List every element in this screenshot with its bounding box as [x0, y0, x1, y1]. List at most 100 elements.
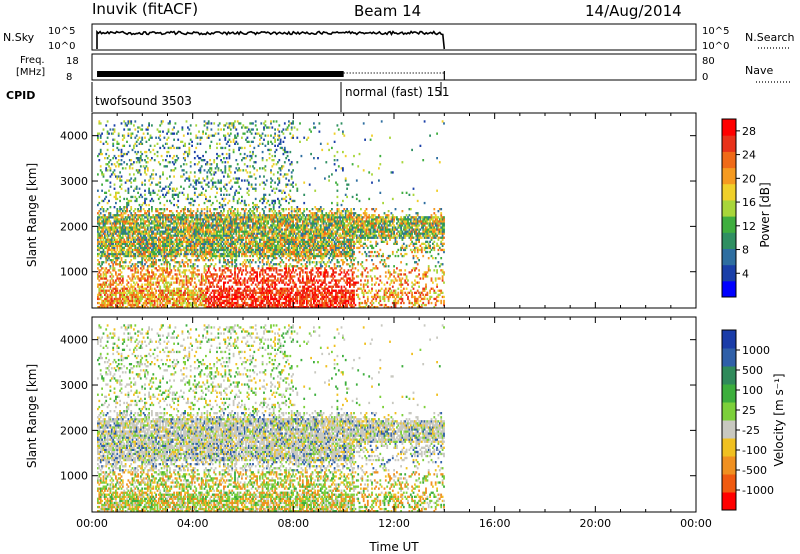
power-cell — [137, 236, 139, 239]
power-cell — [106, 259, 109, 262]
power-cell — [206, 277, 209, 280]
power-cell — [221, 273, 224, 276]
power-cell — [259, 167, 261, 170]
power-cell — [259, 175, 261, 178]
power-cell — [247, 193, 250, 196]
power-cell — [202, 277, 204, 280]
power-cell — [146, 285, 149, 288]
power-cell — [130, 242, 133, 245]
power-cell — [268, 157, 271, 160]
power-cell — [209, 301, 211, 305]
nsky-panel-frame — [91, 23, 697, 51]
power-cell — [141, 259, 144, 262]
power-cell — [252, 281, 254, 284]
power-cell — [131, 287, 134, 290]
power-cell — [142, 265, 145, 268]
power-cell — [206, 126, 209, 129]
power-cell — [205, 281, 207, 284]
power-cell — [137, 293, 139, 296]
power-cell — [127, 189, 130, 192]
power-cell — [189, 165, 192, 168]
power-cell — [121, 306, 124, 309]
power-cell — [146, 232, 149, 235]
power-cell — [249, 254, 252, 258]
power-cell — [134, 248, 137, 252]
power-cell — [232, 303, 235, 307]
power-cell — [97, 203, 99, 207]
power-cell — [253, 232, 256, 235]
power-cell — [159, 163, 162, 166]
power-cell — [264, 197, 267, 201]
power-cell — [214, 252, 217, 256]
power-cell — [162, 271, 164, 274]
power-cell — [153, 252, 156, 256]
power-cell — [104, 218, 106, 221]
power-cell — [137, 285, 139, 288]
power-cell — [243, 259, 246, 262]
power-cell — [159, 275, 162, 278]
power-cell — [225, 297, 228, 301]
power-cell — [130, 306, 133, 309]
power-cell — [116, 242, 119, 245]
power-cell — [239, 281, 242, 284]
power-cell — [184, 265, 186, 268]
power-cell — [159, 287, 162, 290]
power-cell — [180, 289, 182, 292]
power-cell — [142, 234, 145, 237]
power-cell — [252, 267, 254, 270]
power-cell — [163, 136, 166, 139]
power-cell — [115, 232, 117, 235]
power-cell — [145, 269, 148, 272]
power-cell — [263, 210, 265, 213]
power-cell — [259, 199, 261, 203]
power-cell — [120, 301, 123, 305]
power-cell — [247, 189, 250, 192]
power-cell — [268, 126, 271, 129]
power-cell — [97, 236, 99, 239]
power-cell — [109, 232, 112, 235]
power-cell — [113, 218, 116, 221]
power-cell — [156, 228, 159, 231]
power-cell — [113, 130, 116, 133]
power-cell — [145, 240, 148, 243]
power-cell — [105, 306, 108, 309]
power-cell — [203, 283, 206, 286]
power-heatmap-cells — [97, 120, 445, 309]
power-cell — [156, 250, 159, 254]
power-cell — [110, 273, 113, 276]
power-cell — [108, 246, 110, 250]
power-cell — [235, 159, 238, 162]
power-cell — [97, 306, 99, 309]
power-cell — [119, 281, 121, 284]
power-cell — [134, 195, 137, 199]
power-cell — [155, 236, 157, 239]
power-cell — [144, 252, 146, 256]
power-cell — [104, 285, 106, 288]
power-cell — [207, 220, 210, 223]
power-cell — [120, 293, 123, 296]
power-cell — [105, 291, 108, 294]
nave-tick-bottom: 0 — [702, 72, 708, 83]
power-cell — [207, 303, 210, 307]
power-cell — [192, 265, 195, 268]
power-cell — [126, 140, 128, 143]
power-cell — [224, 124, 227, 127]
power-cell — [218, 261, 221, 264]
power-cell — [139, 218, 142, 221]
power-cell — [202, 132, 204, 135]
power-cell — [134, 267, 137, 270]
power-cell — [263, 236, 265, 239]
power-cell — [174, 161, 177, 164]
power-cell — [97, 230, 99, 233]
power-cell — [267, 281, 270, 284]
power-cell — [199, 252, 202, 256]
power-cell — [232, 216, 235, 219]
power-cell — [127, 265, 130, 268]
power-cell — [196, 275, 199, 278]
power-cell — [102, 128, 105, 131]
power-cell — [139, 154, 142, 158]
power-cell — [97, 218, 99, 221]
power-cell — [99, 287, 102, 290]
power-cell — [151, 226, 153, 229]
power-cell — [169, 187, 171, 190]
